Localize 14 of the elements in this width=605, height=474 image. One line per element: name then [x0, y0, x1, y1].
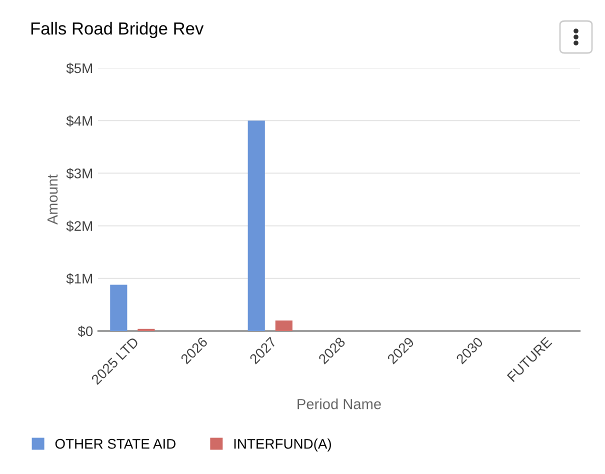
- y-tick-label: $2M: [66, 220, 92, 232]
- y-axis-title: Amount: [48, 174, 58, 225]
- y-tick-label: $0: [78, 326, 93, 337]
- y-tick-label: $3M: [66, 168, 92, 180]
- y-tick-label: $1M: [66, 273, 92, 284]
- x-axis-title: Period Name: [298, 398, 381, 410]
- chart-title: Falls Road Bridge Rev: [31, 22, 204, 38]
- bar: [110, 284, 128, 331]
- bar: [248, 120, 265, 331]
- y-tick-label: $5M: [66, 62, 92, 74]
- bar: [275, 320, 292, 331]
- y-tick-label: $4M: [66, 115, 92, 127]
- legend-label: INTERFUND(A): [234, 438, 331, 452]
- legend-label: OTHER STATE AID: [55, 438, 176, 449]
